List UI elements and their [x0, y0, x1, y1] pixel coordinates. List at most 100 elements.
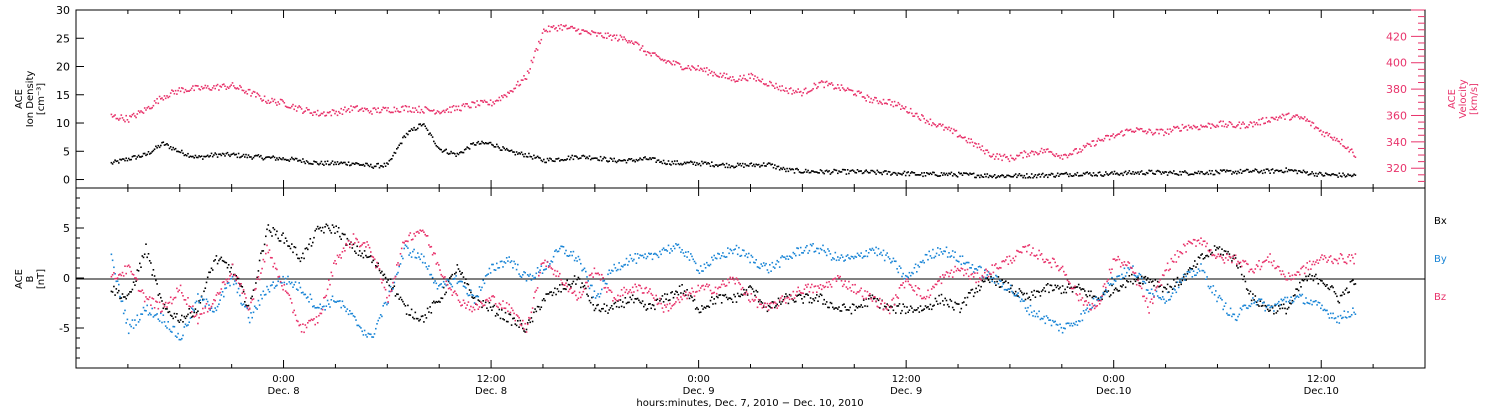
density-point	[862, 172, 865, 174]
velocity-point	[589, 33, 592, 36]
bx-point	[460, 273, 462, 275]
velocity-point	[1048, 151, 1050, 153]
bz-point	[151, 297, 153, 299]
x-tick-label-time: 12:00	[1307, 374, 1336, 385]
velocity-point	[162, 99, 165, 101]
velocity-point	[580, 32, 582, 35]
bz-point	[408, 234, 410, 237]
bx-point	[948, 305, 950, 308]
by-point	[1076, 324, 1079, 326]
density-point	[849, 170, 851, 172]
bx-point	[660, 298, 662, 300]
bz-point	[549, 265, 551, 267]
by-point	[1171, 292, 1174, 294]
density-point	[471, 143, 473, 145]
density-point	[560, 159, 562, 161]
density-point	[256, 154, 258, 157]
density-point	[377, 162, 379, 165]
bz-point	[346, 244, 349, 246]
density-point	[405, 132, 408, 135]
density-point	[981, 175, 984, 178]
velocity-point	[996, 153, 998, 155]
velocity-point	[875, 97, 877, 99]
by-point	[1175, 291, 1178, 294]
density-point	[1274, 170, 1276, 172]
bz-point	[1053, 258, 1055, 260]
velocity-point	[361, 107, 363, 110]
bz-point	[786, 297, 788, 299]
by-point	[1198, 270, 1201, 272]
bz-point	[849, 286, 851, 289]
density-point	[1322, 175, 1325, 177]
velocity-point	[1161, 129, 1164, 131]
velocity-point	[638, 43, 640, 46]
density-point	[268, 156, 271, 158]
density-point	[1116, 172, 1118, 174]
density-point	[565, 159, 567, 161]
bx-point	[1259, 300, 1262, 302]
density-point	[541, 160, 544, 163]
velocity-point	[452, 105, 455, 107]
velocity-point	[352, 106, 355, 108]
density-point	[158, 146, 161, 149]
velocity-point	[337, 110, 340, 113]
velocity-point	[1027, 153, 1029, 155]
density-point	[766, 163, 769, 165]
density-point	[1259, 171, 1262, 173]
velocity-point	[822, 81, 824, 83]
density-point	[171, 148, 173, 151]
by-point	[387, 302, 389, 304]
bz-point	[526, 323, 529, 326]
by-point	[958, 260, 960, 263]
velocity-point	[346, 109, 349, 112]
by-point	[517, 263, 519, 266]
by-point	[304, 293, 307, 296]
density-point	[461, 151, 463, 154]
bz-point	[775, 302, 777, 305]
bz-point	[1007, 263, 1010, 265]
bz-point	[662, 311, 665, 313]
density-point	[415, 128, 418, 131]
bz-point	[237, 282, 240, 284]
density-point	[1091, 175, 1094, 177]
bz-point	[444, 276, 446, 278]
bz-point	[305, 326, 308, 329]
bz-point	[417, 230, 419, 233]
bz-point	[660, 302, 662, 305]
by-point	[1149, 292, 1152, 294]
velocity-point	[1285, 113, 1287, 116]
density-point	[907, 171, 909, 173]
velocity-point	[466, 103, 468, 105]
density-point	[591, 157, 593, 160]
bz-point	[669, 302, 671, 305]
bz-point	[435, 263, 438, 265]
bx-point	[1175, 281, 1178, 284]
bz-point	[446, 283, 449, 286]
velocity-point	[122, 119, 125, 121]
by-point	[555, 249, 557, 251]
velocity-point	[549, 30, 551, 33]
density-point	[1147, 172, 1149, 175]
density-point	[394, 152, 397, 154]
bz-point	[922, 297, 924, 300]
bz-point	[467, 301, 470, 303]
by-point	[1261, 302, 1264, 304]
bz-point	[441, 275, 444, 278]
density-point	[1284, 170, 1286, 173]
bx-point	[738, 295, 740, 297]
by-point	[276, 284, 278, 287]
density-point	[1329, 174, 1332, 177]
bz-point	[508, 303, 510, 306]
velocity-point	[614, 37, 617, 40]
velocity-point	[1238, 121, 1241, 124]
bz-point	[239, 285, 241, 287]
by-point	[974, 268, 976, 270]
bz-point	[126, 265, 129, 268]
bz-point	[750, 293, 753, 295]
bz-point	[736, 279, 739, 281]
by-point	[704, 267, 707, 269]
by-point	[906, 275, 908, 278]
bx-point	[1063, 291, 1065, 294]
by-point	[1029, 304, 1032, 307]
by-point	[1242, 305, 1244, 307]
